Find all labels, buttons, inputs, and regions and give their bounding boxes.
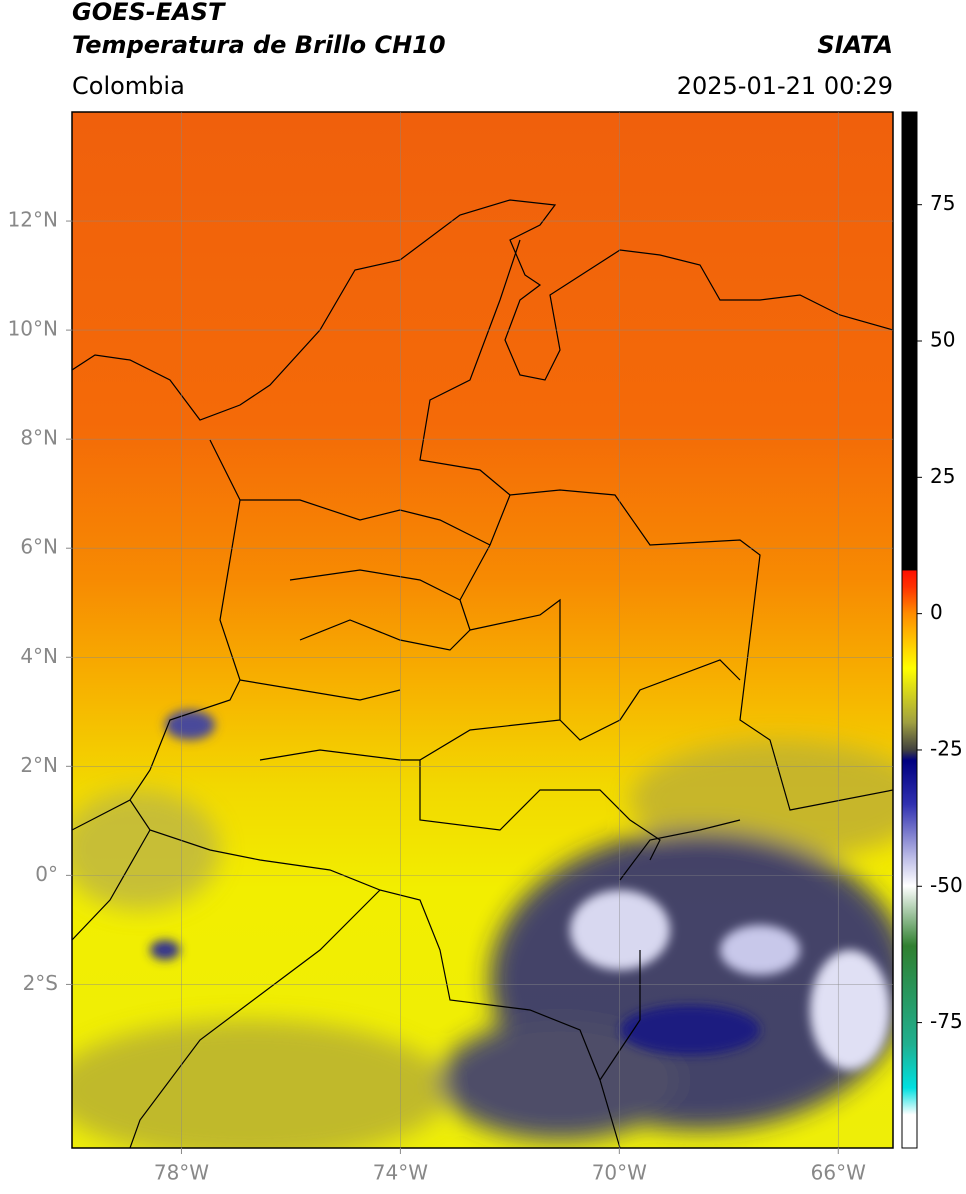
graticule [72,112,893,1148]
x-tick-label: 74°W [373,1161,428,1185]
subtitle: Temperatura de Brillo CH10 [72,31,446,59]
y-tick-label: 6°N [20,535,58,559]
colorbar [901,111,918,1149]
region: Colombia [72,72,185,100]
x-tick-label: 78°W [154,1161,209,1185]
x-tick-label: 70°W [592,1161,647,1185]
colorbar-tick-label: 0 [930,600,943,624]
y-tick-label: 2°N [20,753,58,777]
map-frame [71,111,894,1149]
y-tick-label: 8°N [20,426,58,450]
colorbar-tick-label: 25 [930,464,955,488]
y-tick-label: 12°N [8,208,58,232]
y-tick-label: 2°S [23,971,58,995]
borders [72,199,893,1148]
colorbar-tick-label: -75 [930,1009,963,1033]
datetime: 2025-01-21 00:29 [677,72,893,100]
satellite-image [72,112,893,1148]
y-tick-label: 10°N [8,317,58,341]
colorbar-tick-label: 50 [930,328,955,352]
colorbar-tick-label: -50 [930,873,963,897]
colorbar-tick-label: -25 [930,736,963,760]
y-tick-label: 4°N [20,644,58,668]
source: SIATA [817,31,893,59]
colorbar-tick-label: 75 [930,191,955,215]
x-tick-label: 66°W [811,1161,866,1185]
title: GOES-EAST [72,0,226,26]
y-tick-label: 0° [35,862,58,886]
